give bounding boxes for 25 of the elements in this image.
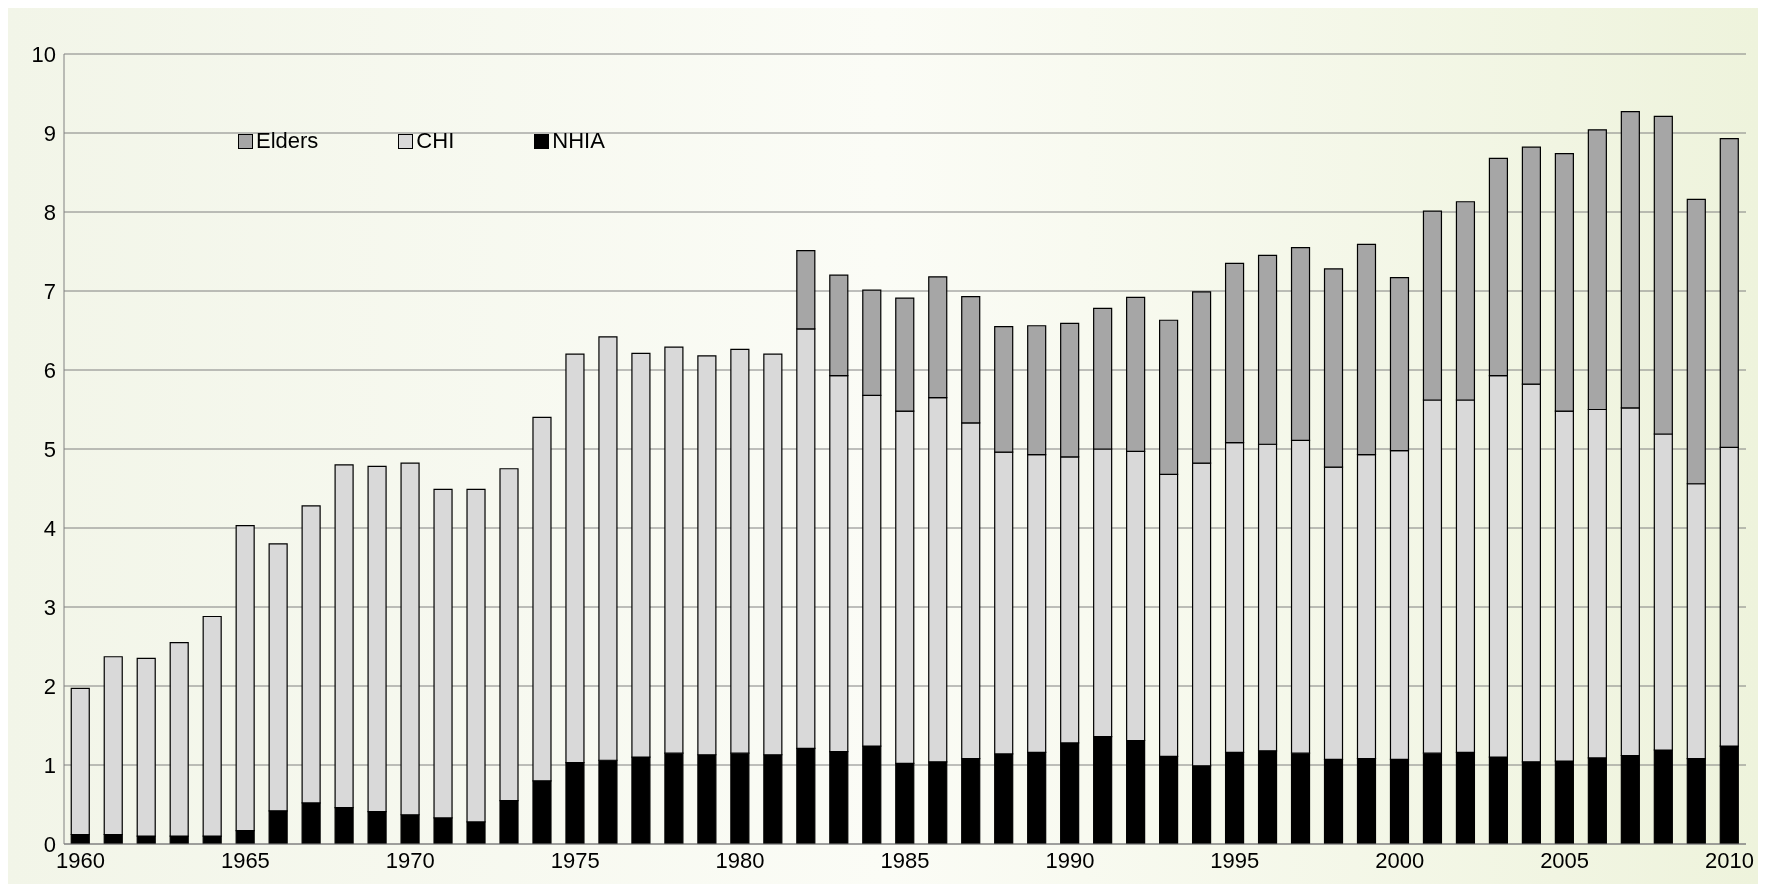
x-tick-label: 1990 — [1045, 847, 1095, 873]
y-tick-label: 4 — [43, 515, 56, 541]
y-tick-label: 1 — [43, 752, 56, 778]
x-tick-label: 2010 — [1705, 847, 1754, 873]
x-tick-label: 1960 — [56, 847, 105, 873]
y-tick-label: 7 — [43, 278, 56, 304]
y-tick-label: 9 — [43, 120, 56, 146]
y-tick-label: 5 — [43, 436, 56, 462]
x-tick-label: 1975 — [550, 847, 600, 873]
legend-label: Elders — [255, 128, 319, 154]
y-tick-label: 6 — [43, 357, 56, 383]
y-tick-label: 3 — [43, 594, 56, 620]
y-tick-label: 8 — [43, 199, 56, 225]
x-tick-label: 2005 — [1540, 847, 1590, 873]
y-tick-label: 0 — [43, 831, 56, 857]
legend-label: NHIA — [551, 128, 605, 154]
x-tick-label: 1985 — [880, 847, 930, 873]
x-tick-label: 1995 — [1210, 847, 1260, 873]
legend-label: CHI — [415, 128, 455, 154]
x-tick-label: 1970 — [385, 847, 435, 873]
x-tick-label: 2000 — [1375, 847, 1425, 873]
y-tick-label: 2 — [43, 673, 56, 699]
y-tick-label: 10 — [31, 41, 56, 67]
x-tick-label: 1965 — [220, 847, 270, 873]
x-tick-label: 1980 — [715, 847, 765, 873]
